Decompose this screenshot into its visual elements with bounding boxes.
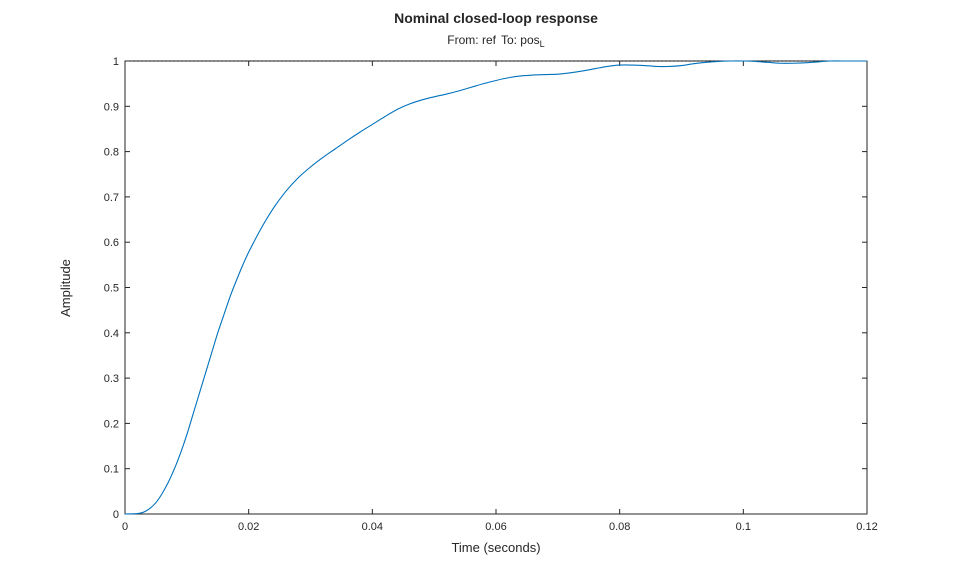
subtitle-to: To: pos [501, 33, 540, 47]
x-tick-label: 0.02 [238, 521, 259, 533]
plot-frame [124, 60, 868, 515]
x-axis-ticks: 0 0.02 0.04 0.06 0.08 0.1 0.12 [122, 61, 878, 533]
x-tick-label: 0 [122, 521, 128, 533]
x-axis-label: Time (seconds) [451, 540, 540, 555]
series-layer [124, 60, 867, 515]
y-tick-label: 0 [113, 509, 119, 521]
y-tick-label: 0.9 [104, 101, 119, 113]
y-axis-label: Amplitude [58, 259, 73, 317]
y-tick-label: 0.6 [104, 237, 119, 249]
y-tick-label: 0.8 [104, 147, 119, 159]
subtitle-from: From: ref [447, 33, 496, 47]
y-axis-ticks: 0 0.1 0.2 0.3 0.4 0.5 0.6 0.7 0.8 0.9 1 [104, 56, 867, 521]
y-tick-label: 0.4 [104, 328, 119, 340]
subtitle-to-subscript: L [540, 39, 545, 49]
y-tick-label: 1 [113, 56, 119, 68]
x-tick-label: 0.1 [736, 521, 751, 533]
x-tick-label: 0.12 [856, 521, 877, 533]
y-tick-label: 0.3 [104, 373, 119, 385]
x-tick-label: 0.04 [362, 521, 383, 533]
y-tick-label: 0.2 [104, 418, 119, 430]
chart-subtitle: From: ref To: posL [447, 33, 544, 49]
y-tick-label: 0.7 [104, 192, 119, 204]
x-tick-label: 0.08 [609, 521, 630, 533]
y-tick-label: 0.1 [104, 464, 119, 476]
plot-area [124, 60, 868, 515]
x-tick-label: 0.06 [485, 521, 506, 533]
y-tick-label: 0.5 [104, 283, 119, 295]
chart-title: Nominal closed-loop response [394, 10, 598, 26]
response-line [124, 60, 867, 515]
